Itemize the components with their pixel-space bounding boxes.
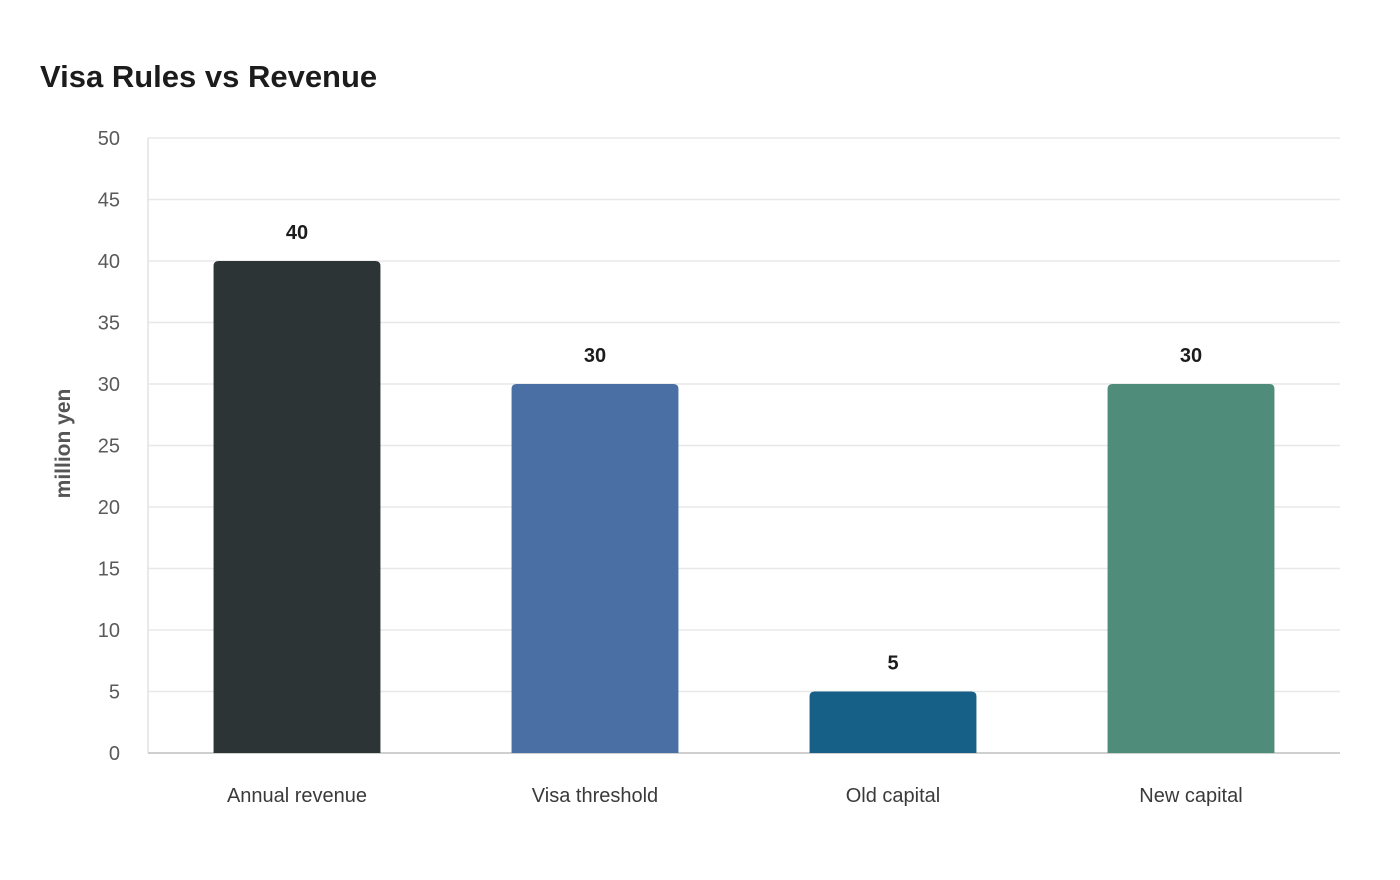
y-tick-label: 40 xyxy=(98,251,120,273)
x-tick-label: Annual revenue xyxy=(227,785,367,807)
y-tick-label: 50 xyxy=(98,128,120,150)
bar-visa-threshold xyxy=(511,384,679,753)
chart-title: Visa Rules vs Revenue xyxy=(40,59,378,94)
value-labels: 40 30 5 30 xyxy=(286,222,1202,675)
y-tick-labels: 0 5 10 15 20 25 30 35 40 45 50 xyxy=(98,128,120,765)
y-tick-label: 10 xyxy=(98,620,120,642)
y-tick-label: 45 xyxy=(98,190,120,212)
data-label: 30 xyxy=(584,345,606,367)
x-tick-label: Old capital xyxy=(846,785,941,807)
y-tick-label: 0 xyxy=(109,743,120,765)
y-tick-label: 20 xyxy=(98,497,120,519)
bar-annual-revenue xyxy=(213,261,381,753)
y-tick-label: 30 xyxy=(98,374,120,396)
y-tick-label: 15 xyxy=(98,559,120,581)
x-tick-label: Visa threshold xyxy=(532,785,658,807)
x-tick-label: New capital xyxy=(1139,785,1242,807)
bar-old-capital xyxy=(809,691,977,753)
x-tick-labels: Annual revenue Visa threshold Old capital N… xyxy=(227,785,1243,807)
data-label: 40 xyxy=(286,222,308,244)
data-label: 30 xyxy=(1180,345,1202,367)
data-label: 5 xyxy=(887,653,898,675)
y-tick-label: 35 xyxy=(98,313,120,335)
y-axis-title: million yen xyxy=(52,389,75,499)
y-tick-label: 25 xyxy=(98,436,120,458)
bar-new-capital xyxy=(1107,384,1275,753)
bars xyxy=(213,261,1275,753)
y-tick-label: 5 xyxy=(109,682,120,704)
